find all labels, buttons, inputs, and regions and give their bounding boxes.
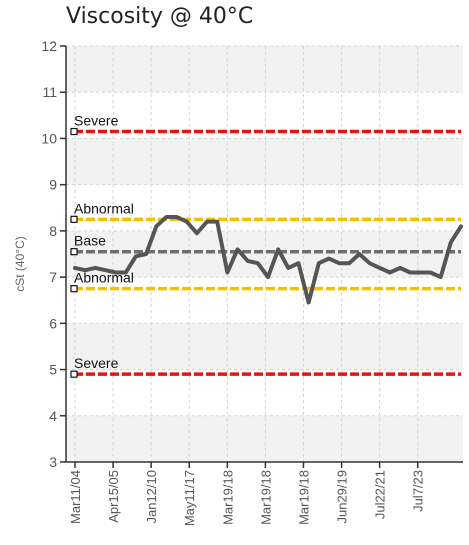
data-point	[83, 268, 87, 272]
limit-label: Severe	[74, 113, 119, 129]
data-point	[418, 270, 422, 275]
data-point	[124, 270, 128, 275]
limit-marker	[70, 285, 78, 293]
limit-marker	[70, 215, 78, 223]
limit-marker	[70, 127, 78, 136]
y-tick-label: 7	[49, 269, 57, 285]
data-point	[215, 220, 219, 224]
data-point	[327, 257, 331, 261]
data-point	[205, 220, 209, 224]
y-tick-label: 6	[49, 315, 57, 331]
plot-band	[66, 138, 463, 185]
plot-band	[66, 415, 463, 462]
data-point	[357, 252, 362, 256]
data-point	[459, 224, 463, 228]
data-point	[154, 224, 158, 228]
data-point	[307, 300, 311, 305]
data-point	[114, 270, 118, 275]
x-tick-label: Mar19/18	[296, 470, 311, 525]
data-point	[144, 252, 148, 256]
data-point	[134, 254, 138, 258]
data-point	[286, 266, 290, 270]
x-tick-label: Jul7/23	[411, 470, 426, 512]
y-tick-label: 9	[49, 177, 57, 193]
chart-title: Viscosity @ 40°C	[66, 4, 254, 29]
data-point	[398, 266, 402, 270]
limit-marker	[70, 370, 78, 378]
data-point	[367, 261, 372, 265]
data-point	[235, 247, 240, 251]
y-tick-label: 3	[49, 454, 57, 470]
y-tick-label: 4	[49, 408, 57, 424]
x-tick-label: Mar11/04	[68, 470, 83, 524]
x-tick-label: Jan12/10	[144, 470, 159, 524]
y-tick-label: 11	[42, 84, 57, 100]
data-point	[317, 261, 321, 265]
y-axis-label: cSt (40°C)	[13, 236, 27, 291]
y-tick-label: 12	[41, 38, 57, 54]
y-tick-label: 10	[41, 130, 57, 146]
data-point	[185, 220, 189, 224]
limit-label: Abnormal	[74, 200, 134, 216]
x-tick-label: Apr15/05	[106, 470, 121, 523]
limit-label: Severe	[74, 355, 119, 371]
x-tick-label: Jul22/21	[373, 470, 388, 519]
data-point	[388, 270, 392, 275]
data-point	[347, 261, 351, 265]
data-point	[246, 259, 250, 263]
data-point	[428, 270, 433, 275]
data-point	[73, 266, 77, 270]
data-point	[296, 261, 301, 265]
data-point	[449, 240, 453, 245]
plot-band	[66, 46, 463, 93]
y-tick-label: 5	[49, 362, 57, 378]
data-point	[378, 266, 382, 270]
data-point	[439, 275, 443, 279]
x-tick-label: Jun29/19	[335, 470, 350, 524]
limit-label: Base	[74, 233, 106, 249]
data-point	[337, 261, 341, 265]
data-point	[103, 268, 108, 272]
data-point	[225, 270, 229, 275]
data-point	[408, 270, 412, 275]
y-tick-label: 8	[49, 223, 57, 239]
x-tick-label: Mar19/18	[220, 470, 235, 525]
data-point	[276, 247, 280, 251]
x-tick-label: May11/17	[182, 470, 197, 526]
data-point	[164, 215, 169, 219]
data-point	[266, 275, 270, 279]
data-point	[93, 266, 97, 270]
limit-marker	[70, 248, 78, 256]
plot-band	[66, 323, 463, 370]
x-tick-label: Mar19/18	[258, 470, 273, 525]
data-point	[174, 215, 179, 219]
data-point	[256, 261, 260, 265]
data-point	[195, 231, 199, 235]
